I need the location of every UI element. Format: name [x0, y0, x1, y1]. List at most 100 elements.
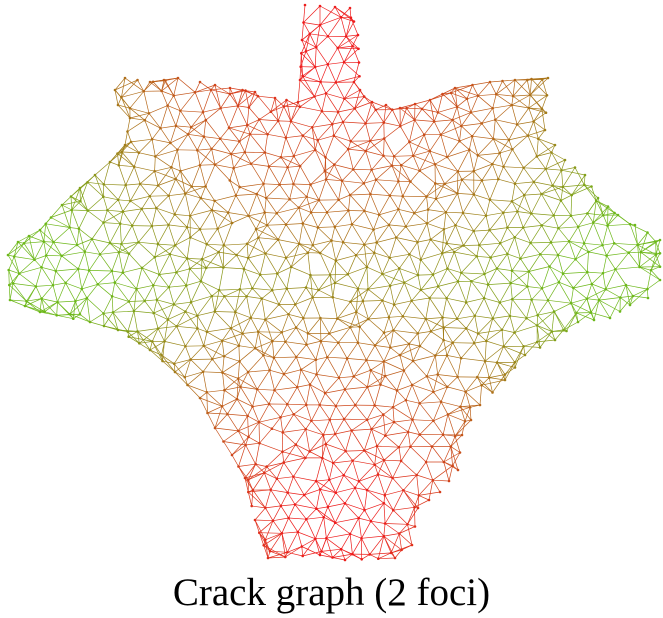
graph-node — [513, 361, 517, 364]
graph-node — [198, 396, 202, 400]
graph-edge — [206, 391, 223, 407]
graph-edge — [344, 418, 368, 421]
graph-edge — [514, 317, 527, 333]
graph-edge — [562, 186, 572, 196]
graph-edge — [375, 165, 393, 180]
graph-node — [463, 420, 467, 423]
graph-node — [469, 418, 473, 422]
graph-edge — [479, 242, 501, 246]
graph-edge — [367, 375, 386, 388]
graph-edge — [514, 79, 531, 96]
graph-node — [382, 458, 386, 462]
graph-node — [251, 405, 254, 408]
graph-edge — [390, 347, 401, 356]
graph-edge — [383, 138, 385, 156]
graph-edge — [334, 503, 346, 523]
graph-edge — [338, 377, 346, 390]
graph-edge — [389, 237, 397, 258]
graph-edge — [364, 96, 373, 103]
graph-node — [383, 493, 387, 497]
graph-edge — [514, 78, 532, 81]
graph-node — [442, 460, 446, 464]
graph-edge — [429, 150, 448, 158]
graph-edge — [414, 209, 429, 214]
graph-edge — [127, 119, 145, 132]
graph-edge — [305, 274, 311, 288]
graph-node — [561, 185, 565, 189]
graph-edge — [364, 509, 372, 522]
graph-edge — [503, 346, 516, 363]
graph-edge — [399, 345, 421, 356]
graph-node — [594, 199, 598, 202]
graph-edge — [321, 434, 324, 458]
graph-node — [538, 346, 542, 349]
graph-edge — [320, 317, 338, 319]
graph-edge — [523, 194, 532, 214]
graph-edge — [139, 183, 151, 197]
graph-edge — [222, 356, 225, 373]
graph-edge — [269, 357, 275, 371]
graph-node — [638, 265, 641, 269]
graph-edge — [385, 431, 409, 436]
graph-edge — [371, 421, 395, 430]
graph-edge — [316, 357, 328, 375]
graph-node — [453, 434, 457, 438]
graph-edge — [319, 24, 329, 37]
graph-edge — [151, 208, 157, 227]
graph-edge — [650, 270, 661, 281]
graph-edge — [315, 480, 321, 490]
graph-node — [110, 269, 114, 273]
graph-edge — [231, 215, 249, 224]
graph-edge — [609, 297, 621, 319]
graph-edge — [329, 260, 337, 276]
graph-edge — [499, 282, 512, 303]
graph-node — [318, 23, 322, 27]
graph-edge — [432, 253, 443, 275]
graph-node — [349, 326, 352, 329]
graph-edge — [303, 4, 306, 23]
graph-edge — [230, 141, 240, 155]
graph-edge — [327, 506, 336, 523]
graph-edge — [586, 298, 600, 301]
graph-edge — [545, 152, 552, 170]
graph-node — [273, 96, 277, 100]
graph-edge — [114, 89, 119, 106]
graph-edge — [551, 311, 555, 332]
graph-edge — [218, 289, 225, 297]
graph-edge — [584, 184, 599, 199]
graph-node — [569, 301, 573, 305]
graph-edge — [629, 224, 638, 246]
graph-edge — [325, 443, 334, 464]
graph-edge — [419, 170, 436, 184]
graph-node — [334, 259, 338, 262]
graph-edge — [391, 165, 411, 182]
graph-edge — [329, 326, 351, 334]
graph-edge — [191, 165, 201, 187]
graph-edge — [445, 211, 464, 214]
graph-node — [561, 272, 565, 275]
graph-edge — [511, 183, 516, 202]
graph-edge — [203, 371, 223, 373]
graph-edge — [224, 389, 238, 400]
graph-edge — [574, 167, 585, 186]
graph-edge — [286, 266, 292, 289]
graph-edge — [434, 183, 437, 199]
graph-edge — [411, 300, 427, 320]
graph-edge — [382, 300, 390, 318]
graph-edge — [473, 229, 490, 232]
graph-edge — [418, 479, 434, 496]
graph-edge — [414, 119, 425, 135]
graph-edge — [370, 502, 385, 522]
graph-node — [530, 212, 533, 215]
graph-edge — [141, 207, 157, 210]
graph-edge — [362, 300, 369, 320]
graph-edge — [457, 315, 475, 320]
graph-node — [228, 92, 232, 96]
graph-edge — [319, 404, 336, 407]
graph-node — [336, 46, 340, 50]
graph-edge — [217, 228, 225, 246]
graph-edge — [357, 342, 367, 361]
graph-edge — [380, 384, 398, 391]
graph-edge — [454, 421, 466, 437]
graph-edge — [129, 183, 141, 202]
